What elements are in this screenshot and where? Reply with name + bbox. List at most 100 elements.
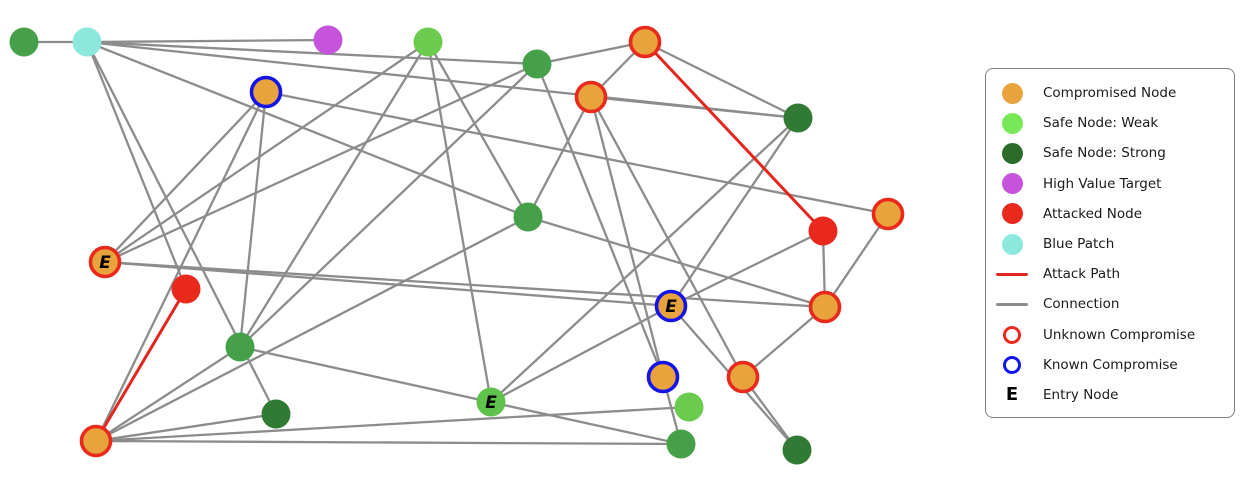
connection-edge [94, 215, 530, 443]
connection-edge [426, 40, 493, 404]
legend-item-entry-node: E Entry Node [986, 380, 1234, 410]
legend-label: Known Compromise [1043, 356, 1178, 373]
legend-ring-swatch [1003, 355, 1021, 374]
connection-edge [238, 90, 268, 349]
connection-edge [94, 345, 242, 443]
connection-edge [535, 62, 665, 379]
node-n1-blue-patch [72, 27, 102, 57]
connection-edge [823, 212, 890, 309]
node-n10-compromised-red-ring [871, 197, 905, 231]
node-n7-compromised-blue-ring [249, 75, 283, 109]
legend-item-attacked-node: Attacked Node [986, 199, 1234, 229]
connection-edge [669, 229, 825, 308]
node-n6-compromised-red-ring [574, 80, 608, 114]
entry-node-label: E [485, 393, 497, 413]
connection-edge [238, 345, 683, 446]
legend-ring-swatch [1003, 325, 1021, 344]
legend-item-known-compromise: Known Compromise [986, 350, 1234, 380]
connection-edge [589, 95, 665, 379]
node-n19-compromised-blue-ring [646, 360, 680, 394]
legend-label: Connection [1043, 296, 1120, 313]
connection-edge [589, 95, 745, 379]
node-n23-safe-medium [666, 429, 696, 459]
legend-line-swatch [996, 272, 1028, 276]
legend-line-swatch [996, 302, 1028, 306]
connection-edge [85, 40, 188, 291]
attack-path-edge [643, 40, 825, 233]
connection-edge [85, 38, 330, 44]
connection-edge [489, 116, 800, 404]
connection-edge [526, 95, 593, 219]
connection-edge [526, 215, 827, 309]
legend-circle-swatch [1001, 112, 1023, 134]
legend-entry-letter: E [1005, 383, 1019, 405]
legend-item-compromised-node: Compromised Node [986, 78, 1234, 108]
node-n14-safe-medium [225, 332, 255, 362]
connection-edge [669, 116, 800, 308]
connection-edge [94, 412, 278, 443]
node-n22-safe-weak [674, 392, 704, 422]
legend-label: Attack Path [1043, 266, 1121, 283]
legend-label: Safe Node: Strong [1043, 145, 1166, 162]
node-n9-attacked [808, 216, 838, 246]
connection-edge [94, 439, 683, 446]
legend-circle-swatch [1001, 203, 1023, 225]
connection-edge [264, 90, 890, 216]
node-n17-compromised-blue-ring [654, 289, 688, 323]
node-n2-high-value-target [313, 25, 343, 55]
legend-circle-swatch [1001, 82, 1023, 104]
node-n13-attacked [171, 274, 201, 304]
connection-edge [85, 40, 539, 66]
entry-node-label: E [99, 253, 111, 273]
legend-label: Blue Patch [1043, 236, 1115, 253]
connection-edge [94, 405, 691, 443]
legend-label: High Value Target [1043, 175, 1162, 192]
legend-label: Entry Node [1043, 386, 1119, 403]
node-n11-safe-medium [513, 202, 543, 232]
connection-edge [103, 260, 673, 308]
connection-edge [741, 305, 827, 379]
legend-label: Attacked Node [1043, 205, 1143, 222]
connection-edge [103, 90, 268, 264]
node-n21-safe-weak [476, 387, 506, 417]
connection-edge [426, 40, 530, 219]
node-n12-compromised-red-ring [88, 245, 122, 279]
node-n5-compromised-red-ring [628, 25, 662, 59]
connection-edge [238, 62, 539, 349]
legend-item-unknown-compromise: Unknown Compromise [986, 320, 1234, 350]
node-n8-safe-strong [783, 103, 813, 133]
connection-edge [103, 40, 430, 264]
node-n3-safe-weak [413, 27, 443, 57]
legend-item-safe-node-weak: Safe Node: Weak [986, 108, 1234, 138]
entry-node-label: E [665, 297, 677, 317]
connection-edge [94, 90, 268, 443]
legend-label: Unknown Compromise [1043, 326, 1196, 343]
legend-item-high-value-target: High Value Target [986, 169, 1234, 199]
node-n20-compromised-red-ring [726, 360, 760, 394]
connection-edge [643, 40, 800, 120]
legend-item-attack-path: Attack Path [986, 259, 1234, 289]
node-n4-safe-medium [522, 49, 552, 79]
connection-edge [103, 62, 539, 264]
connection-edge [103, 260, 827, 309]
connection-edge [489, 304, 673, 404]
legend-circle-swatch [1001, 233, 1023, 255]
node-n16-compromised-red-ring [79, 424, 113, 458]
node-n15-safe-strong [261, 399, 291, 429]
legend-label: Safe Node: Weak [1043, 115, 1159, 132]
legend: Compromised Node Safe Node: Weak Safe Node… [985, 68, 1235, 418]
legend-item-safe-node-strong: Safe Node: Strong [986, 138, 1234, 168]
legend-circle-swatch [1001, 173, 1023, 195]
legend-item-blue-patch: Blue Patch [986, 229, 1234, 259]
node-n18-compromised-red-ring [808, 290, 842, 324]
node-n24-safe-strong [782, 435, 812, 465]
connection-edge [238, 40, 430, 349]
node-n0-safe-medium [9, 27, 39, 57]
legend-label: Compromised Node [1043, 85, 1177, 102]
connection-edge [535, 40, 647, 66]
legend-item-connection: Connection [986, 289, 1234, 319]
connection-edge [589, 95, 800, 120]
attack-path-edge [94, 287, 188, 443]
